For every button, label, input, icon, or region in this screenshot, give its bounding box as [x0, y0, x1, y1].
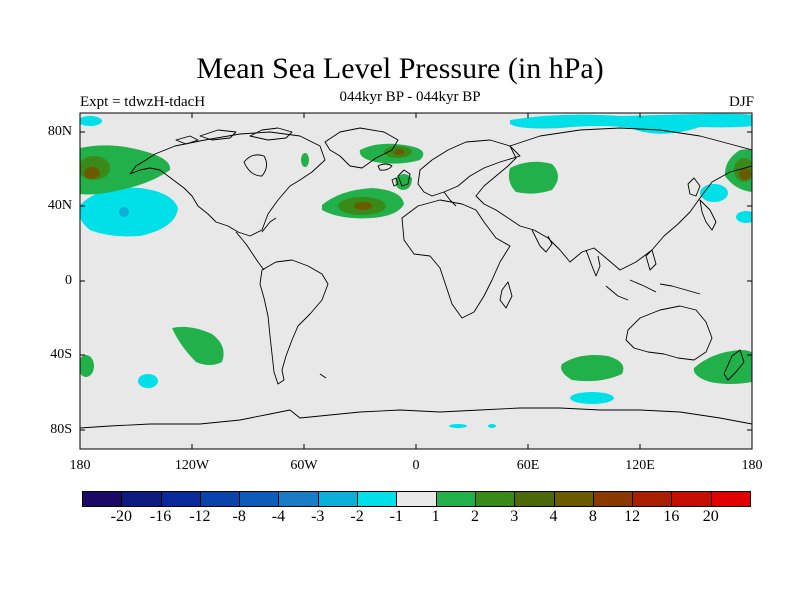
colorbar-label: 4: [549, 508, 558, 525]
colorbar-label: 16: [663, 508, 680, 525]
lon-label-60e: 60E: [516, 458, 540, 473]
lon-label-180e: 180: [741, 458, 763, 473]
colorbar-swatch: [474, 491, 516, 507]
colorbar-swatch: [592, 491, 634, 507]
colorbar-swatch: [357, 491, 398, 507]
colorbar-label: -3: [311, 508, 325, 525]
lon-label-60w: 60W: [290, 458, 318, 473]
colorbar-label: -2: [350, 508, 364, 525]
colorbar-swatch: [317, 491, 359, 507]
colorbar-label: 1: [431, 508, 440, 525]
lon-label-180w: 180: [69, 458, 91, 473]
lat-label-80n: 80N: [47, 124, 72, 139]
lat-label-40s: 40S: [50, 347, 72, 362]
colorbar-label: 8: [588, 508, 597, 525]
map-background: [80, 113, 752, 449]
colorbar-swatch: [82, 491, 123, 507]
lat-label-80s: 80S: [50, 422, 72, 437]
colorbar-swatch: [121, 491, 162, 507]
map-subtitle: 044kyr BP - 044kyr BP: [339, 89, 481, 105]
colorbar-swatch: [514, 491, 555, 507]
page-title: Mean Sea Level Pressure (in hPa): [196, 52, 604, 85]
negative-anomaly-regions: [80, 113, 752, 428]
lon-label-120w: 120W: [174, 458, 210, 473]
positive-anomaly-core: [84, 149, 751, 210]
colorbar-label: -8: [232, 508, 246, 525]
coastlines: [80, 127, 752, 429]
colorbar-swatch: [435, 491, 476, 507]
colorbar-swatch: [671, 491, 712, 507]
colorbar-swatch: [710, 491, 751, 507]
colorbar-label: 2: [470, 508, 479, 525]
lat-label-0: 0: [65, 273, 72, 288]
colorbar-label: 12: [624, 508, 641, 525]
colorbar-label: -20: [110, 508, 132, 525]
experiment-label: Expt = tdwzH-tdacH: [80, 94, 206, 110]
colorbar-swatch: [632, 491, 673, 507]
colorbar-swatch: [553, 491, 594, 507]
negative-anomaly-core: [119, 207, 129, 217]
colorbar-label: 3: [510, 508, 519, 525]
lon-label-0: 0: [412, 458, 420, 473]
season-label: DJF: [728, 94, 754, 110]
colorbar-swatch: [199, 491, 241, 507]
colorbar-label: -4: [271, 508, 286, 525]
pressure-anomaly-contours: [80, 113, 752, 429]
colorbar-label: -1: [389, 508, 403, 525]
axis-ticks: [80, 113, 752, 449]
colorbar-label: -16: [149, 508, 172, 525]
colorbar-swatch: [160, 491, 201, 507]
colorbar-swatch: [278, 491, 319, 507]
colorbar-swatch: [396, 491, 437, 507]
colorbar-label: -12: [189, 508, 211, 525]
lat-label-40n: 40N: [47, 198, 72, 213]
colorbar-label: 20: [702, 508, 719, 525]
colorbar-swatch: [239, 491, 280, 507]
lon-label-120e: 120E: [625, 458, 655, 473]
